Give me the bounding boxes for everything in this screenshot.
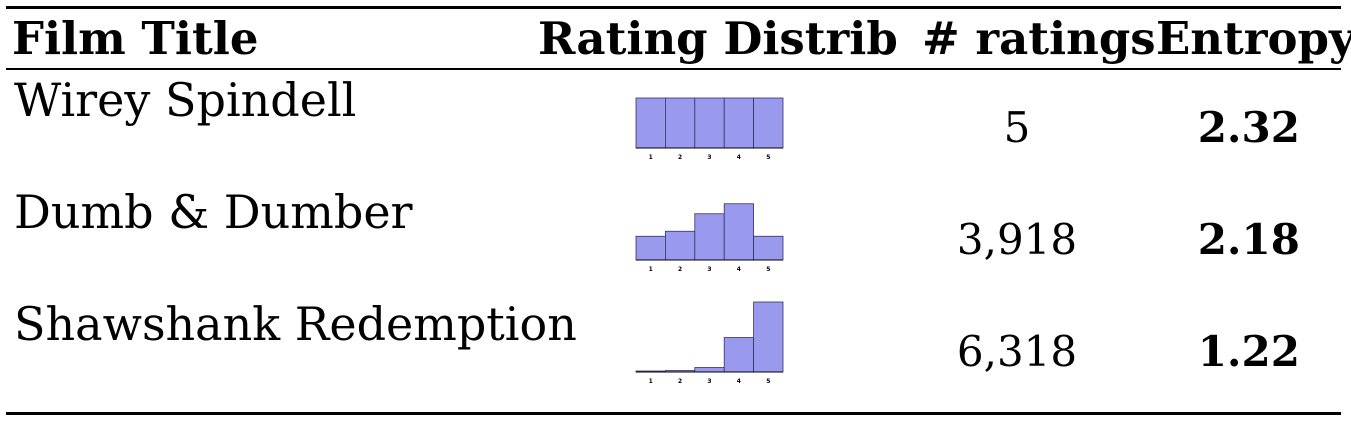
histogram-bin-label: 5 <box>766 154 770 161</box>
histogram-bin-label: 4 <box>737 266 741 273</box>
film-title-cell: Dumb & Dumber <box>14 185 413 239</box>
table-header-rule <box>6 68 1341 70</box>
ratings-count-cell: 3,918 <box>956 215 1078 264</box>
histogram-bar <box>723 203 754 261</box>
histogram-bin-label: 5 <box>766 266 770 273</box>
header-entropy: Entropy <box>1156 12 1351 65</box>
histogram-bin-label: 1 <box>649 266 653 273</box>
table-row: Dumb & Dumber 1 2 3 4 5 3,918 2.18 <box>0 182 1351 294</box>
histogram-bar <box>723 97 754 149</box>
header-num-ratings: # ratings <box>922 12 1156 65</box>
entropy-cell: 2.18 <box>1197 215 1300 264</box>
histogram-bin-label: 3 <box>707 154 711 161</box>
histogram-bar <box>665 230 696 261</box>
histogram-svg: 1 2 3 4 5 <box>635 301 784 385</box>
histogram-svg: 1 2 3 4 5 <box>635 97 784 161</box>
histogram-bar <box>694 367 725 373</box>
ratings-count-cell: 6,318 <box>956 327 1078 376</box>
histogram-bin-label: 2 <box>678 378 682 385</box>
table-top-rule <box>6 6 1341 9</box>
table-row: Wirey Spindell 1 2 3 4 5 5 2.32 <box>0 70 1351 182</box>
histogram-svg: 1 2 3 4 5 <box>635 203 784 273</box>
histogram-bar <box>635 97 666 149</box>
histogram-bin-label: 4 <box>737 378 741 385</box>
rating-histogram: 1 2 3 4 5 <box>632 188 792 278</box>
table-row: Shawshank Redemption 1 2 3 4 5 6,318 1.22 <box>0 294 1351 406</box>
histogram-bar <box>753 301 784 373</box>
histogram-bar <box>665 97 696 149</box>
histogram-bin-label: 1 <box>649 154 653 161</box>
histogram-bin-label: 3 <box>707 378 711 385</box>
histogram-bar <box>723 337 754 373</box>
entropy-cell: 1.22 <box>1197 327 1300 376</box>
film-title-cell: Shawshank Redemption <box>14 297 577 351</box>
rating-histogram: 1 2 3 4 5 <box>632 76 792 166</box>
ratings-count-cell: 5 <box>1003 103 1031 152</box>
film-title-cell: Wirey Spindell <box>14 73 357 127</box>
histogram-bin-label: 2 <box>678 266 682 273</box>
entropy-cell: 2.32 <box>1197 103 1300 152</box>
histogram-bin-label: 1 <box>649 378 653 385</box>
histogram-bar <box>753 97 784 149</box>
histogram-bar <box>753 235 784 261</box>
rating-histogram: 1 2 3 4 5 <box>632 300 792 390</box>
histogram-bar <box>694 213 725 261</box>
table-bottom-rule <box>6 412 1341 415</box>
histogram-bar <box>635 235 666 261</box>
header-rating-distrib: Rating Distrib <box>538 12 898 65</box>
histogram-bar <box>694 97 725 149</box>
histogram-bin-label: 3 <box>707 266 711 273</box>
histogram-bin-label: 5 <box>766 378 770 385</box>
header-film-title: Film Title <box>12 12 259 65</box>
histogram-bin-label: 4 <box>737 154 741 161</box>
histogram-bin-label: 2 <box>678 154 682 161</box>
